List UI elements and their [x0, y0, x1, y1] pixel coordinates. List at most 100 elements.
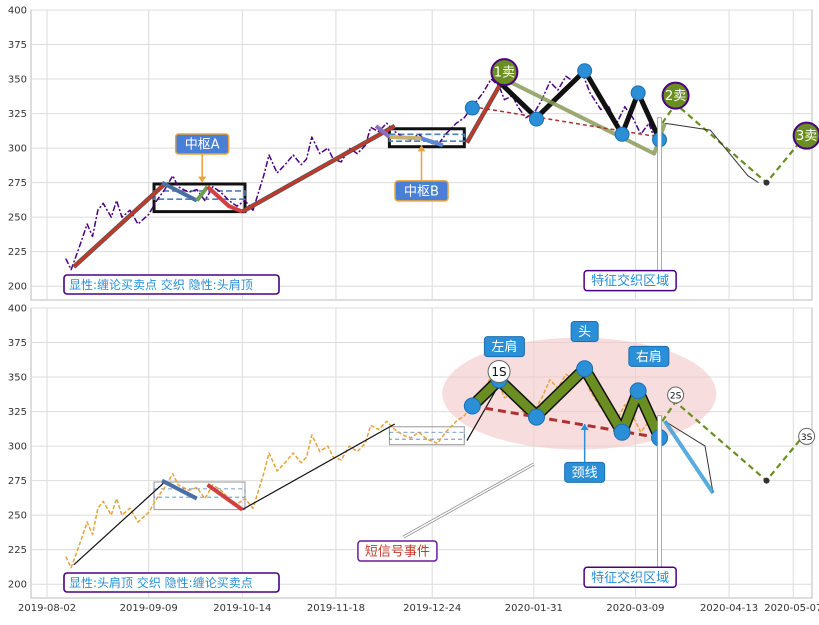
x-tick-label: 2020-03-09	[606, 603, 664, 614]
signal-label: 2卖	[665, 89, 686, 104]
y-tick-label: 225	[8, 545, 27, 556]
legend-box	[63, 274, 280, 295]
series-segment	[374, 124, 391, 139]
signal-badge	[487, 360, 511, 384]
y-tick-label: 250	[8, 511, 27, 522]
legend-text: 显性:缠论买卖点 交织 隐性:头肩顶	[69, 277, 253, 292]
signal-badge	[667, 386, 685, 404]
annotation-arrowhead	[198, 176, 207, 183]
event-label-box	[357, 540, 438, 562]
y-tick-label: 200	[8, 282, 27, 293]
signal-badge	[798, 427, 816, 445]
pattern-label-box	[570, 320, 599, 342]
series-price	[65, 71, 658, 271]
x-tick-label: 2019-08-02	[18, 603, 76, 614]
data-point	[577, 63, 593, 79]
x-tick-label: 2019-09-09	[120, 603, 178, 614]
series-curve	[664, 122, 759, 184]
x-tick-label: 2020-04-13	[700, 603, 758, 614]
series-segment	[389, 135, 422, 141]
series-pattern	[497, 68, 662, 141]
zone-label: 特征交织区域	[591, 273, 669, 289]
series-forecast	[661, 400, 805, 482]
zone-marker	[657, 117, 662, 284]
annotation-arrowhead	[417, 145, 426, 152]
pattern-label-box	[564, 461, 606, 483]
series-trend	[663, 420, 715, 495]
data-point	[528, 408, 546, 426]
data-point	[529, 111, 545, 127]
data-point	[576, 360, 594, 378]
panel-bottom: 200 225 250 275 300 325 350 375 400 2019-08-02 201…	[8, 304, 819, 615]
y-tick-label: 325	[8, 109, 27, 120]
data-point	[629, 382, 647, 400]
y-tick-label: 275	[8, 178, 27, 189]
zone-label: 特征交织区域	[591, 570, 669, 586]
pivot-core	[153, 488, 246, 498]
series-stroke	[73, 481, 166, 566]
pivot-label: 中枢A	[185, 137, 220, 152]
legend-box	[63, 572, 280, 593]
y-tick-label: 300	[8, 442, 27, 453]
data-point	[630, 85, 646, 101]
y-tick-label: 350	[8, 75, 27, 86]
signal-badge	[490, 58, 519, 87]
series-stroke	[241, 124, 396, 213]
data-point	[614, 126, 630, 142]
y-tick-label: 375	[8, 40, 27, 51]
pivot-label-box	[394, 180, 449, 202]
x-tick-label: 2020-01-31	[505, 603, 563, 614]
x-tick-label: 2019-12-24	[403, 603, 461, 614]
y-tick-label: 200	[8, 580, 27, 591]
series-segment	[206, 185, 244, 214]
series-stroke	[465, 81, 504, 144]
series-segment	[420, 136, 444, 148]
zone-label-box	[583, 566, 677, 589]
y-tick-label: 275	[8, 476, 27, 487]
x-tick-label: 2019-10-14	[213, 603, 271, 614]
annotation-arrowhead	[580, 424, 589, 430]
data-point	[763, 179, 770, 186]
series-stroke	[72, 182, 166, 268]
data-point	[613, 423, 631, 441]
data-point	[763, 477, 770, 484]
y-tick-label: 250	[8, 213, 27, 224]
pattern-label: 右肩	[636, 349, 662, 365]
y-tick-label: 225	[8, 247, 27, 258]
pattern-label: 左肩	[491, 339, 517, 355]
signal-label: 3卖	[796, 129, 817, 144]
series-price	[65, 369, 658, 569]
signal-badge	[792, 121, 819, 150]
pattern-label-box	[628, 345, 670, 367]
zone-marker	[657, 415, 662, 582]
y-tick-label: 375	[8, 338, 27, 349]
series-segment	[161, 478, 198, 501]
annotation-arrow	[403, 463, 535, 538]
series-segment	[161, 180, 198, 203]
x-tick-label: 2020-05-07	[764, 603, 819, 614]
signal-badge	[661, 81, 690, 110]
y-tick-label: 300	[8, 144, 27, 155]
signal-label: 1卖	[494, 66, 515, 81]
pattern-label: 颈线	[572, 466, 598, 481]
series-trend	[472, 105, 660, 138]
pivot-core	[389, 431, 465, 440]
signal-label: 3S	[801, 433, 813, 443]
pattern-label: 头	[578, 325, 591, 340]
x-tick-label: 2019-11-18	[307, 603, 365, 614]
y-tick-label: 350	[8, 373, 27, 384]
series-stroke	[242, 423, 396, 511]
data-point	[463, 397, 481, 415]
series-curve	[664, 420, 714, 494]
event-label: 短信号事件	[365, 545, 430, 560]
series-segment	[206, 483, 244, 512]
y-tick-label: 325	[8, 407, 27, 418]
pivot-label: 中枢B	[404, 184, 439, 199]
data-point	[464, 100, 480, 116]
pivot-label-box	[174, 133, 230, 155]
y-tick-label: 400	[8, 304, 27, 315]
signal-label: 2S	[670, 392, 682, 402]
series-segment	[195, 185, 210, 202]
